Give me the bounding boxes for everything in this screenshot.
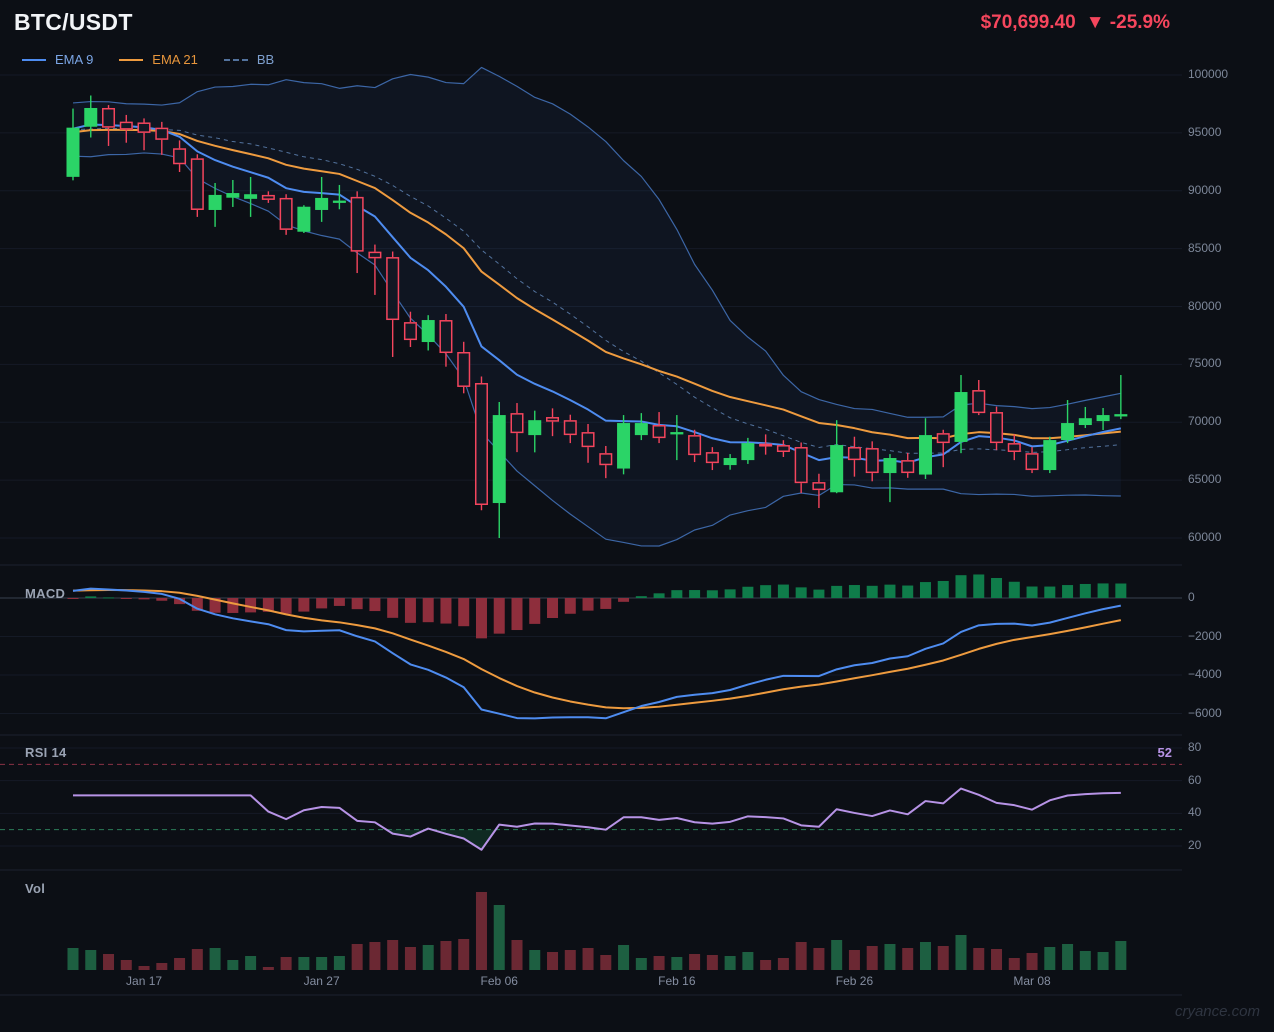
bb-line-icon	[223, 58, 248, 61]
price-block: $70,699.40 ▼ -25.9%	[981, 12, 1258, 34]
legend-label-ema9: EMA 9	[55, 52, 94, 67]
legend-item-bb[interactable]: BB	[223, 52, 275, 67]
rsi-current-value: 52	[1157, 745, 1172, 760]
last-price: $70,699.40	[980, 11, 1076, 33]
legend-label-bb: BB	[256, 52, 275, 67]
macd-panel-label: MACD	[25, 586, 66, 601]
header: BTC/USDT $70,699.40 ▼ -25.9%	[0, 0, 1274, 45]
volume-panel-label: Vol	[25, 881, 46, 896]
watermark: cryance.com	[1174, 1003, 1260, 1020]
legend-item-ema21[interactable]: EMA 21	[119, 52, 198, 67]
ema21-line-icon	[119, 58, 144, 61]
legend-item-ema9[interactable]: EMA 9	[22, 52, 93, 67]
indicator-legend: EMA 9 EMA 21 BB	[22, 52, 274, 67]
ema9-line-icon	[22, 58, 46, 61]
symbol-title: BTC/USDT	[14, 9, 133, 35]
down-arrow-icon: ▼	[1085, 11, 1105, 33]
change-row: ▼ -25.9%	[1086, 12, 1170, 34]
rsi-panel-label: RSI 14	[25, 745, 67, 760]
legend-label-ema21: EMA 21	[152, 52, 198, 67]
change-percent: -25.9%	[1109, 11, 1170, 33]
